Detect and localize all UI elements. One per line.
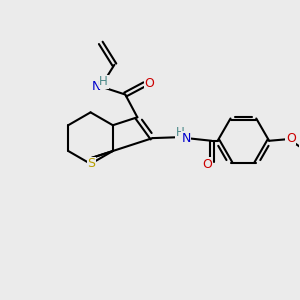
Text: O: O: [145, 77, 154, 90]
Text: H: H: [99, 75, 108, 88]
Text: H: H: [176, 126, 184, 139]
Text: N: N: [92, 80, 101, 93]
Text: O: O: [286, 132, 296, 145]
Text: N: N: [182, 132, 191, 145]
Text: S: S: [87, 158, 95, 170]
Text: O: O: [202, 158, 212, 171]
